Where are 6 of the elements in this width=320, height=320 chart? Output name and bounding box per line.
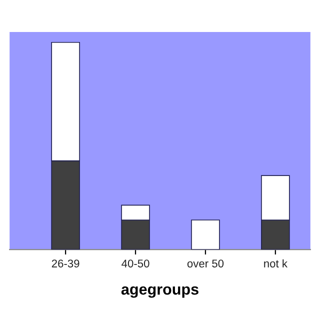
x-tick-label: not k [264, 259, 288, 268]
x-tick-label: 26-39 [52, 260, 80, 268]
x-tick-label: 40-50 [122, 260, 150, 268]
x-axis-title: agegroups [121, 286, 198, 298]
bar [191, 220, 220, 250]
x-tick-label: over 50 [187, 260, 224, 268]
